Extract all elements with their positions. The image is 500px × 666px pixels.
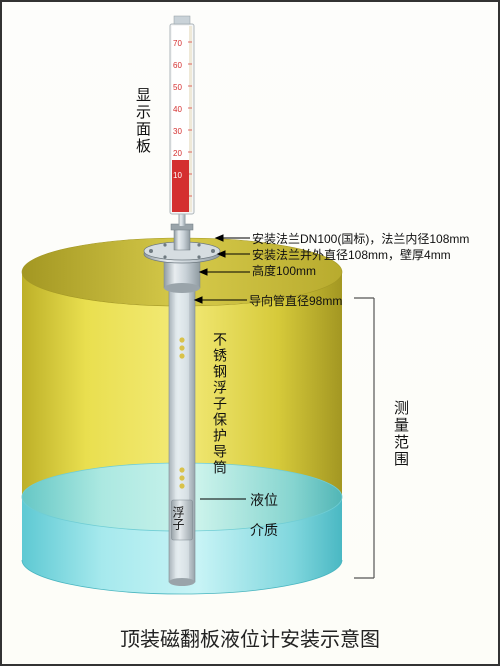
scale-30: 30 xyxy=(173,127,182,136)
label-medium: 介质 xyxy=(250,520,278,540)
label-flange-1: 安装法兰DN100(国标)，法兰内径108mm xyxy=(252,230,469,247)
diagram-frame: 70 60 50 40 30 20 10 xyxy=(0,0,500,666)
range-bracket xyxy=(354,298,374,578)
diagram-caption: 顶装磁翻板液位计安装示意图 xyxy=(2,623,498,652)
label-liquid-level: 液位 xyxy=(250,490,278,510)
guide-tube xyxy=(169,272,195,586)
label-range: 测量范围 xyxy=(390,400,411,468)
label-flange-2: 安装法兰并外直径108mm，壁厚4mm xyxy=(252,246,451,263)
scale-40: 40 xyxy=(173,105,182,114)
scale-70: 70 xyxy=(173,39,182,48)
label-guide-diam: 导向管直径98mm xyxy=(249,292,342,309)
label-ss-tube: 不锈钢浮子保护导筒 xyxy=(210,332,230,476)
scale-10: 10 xyxy=(173,171,182,180)
label-display-panel: 显示面板 xyxy=(132,87,153,155)
scale-50: 50 xyxy=(173,83,182,92)
scale-20: 20 xyxy=(173,149,182,158)
display-gauge: 70 60 50 40 30 20 10 xyxy=(170,16,194,214)
label-float: 浮子 xyxy=(170,506,187,530)
label-flange-3: 高度100mm xyxy=(252,262,316,279)
scale-60: 60 xyxy=(173,61,182,70)
